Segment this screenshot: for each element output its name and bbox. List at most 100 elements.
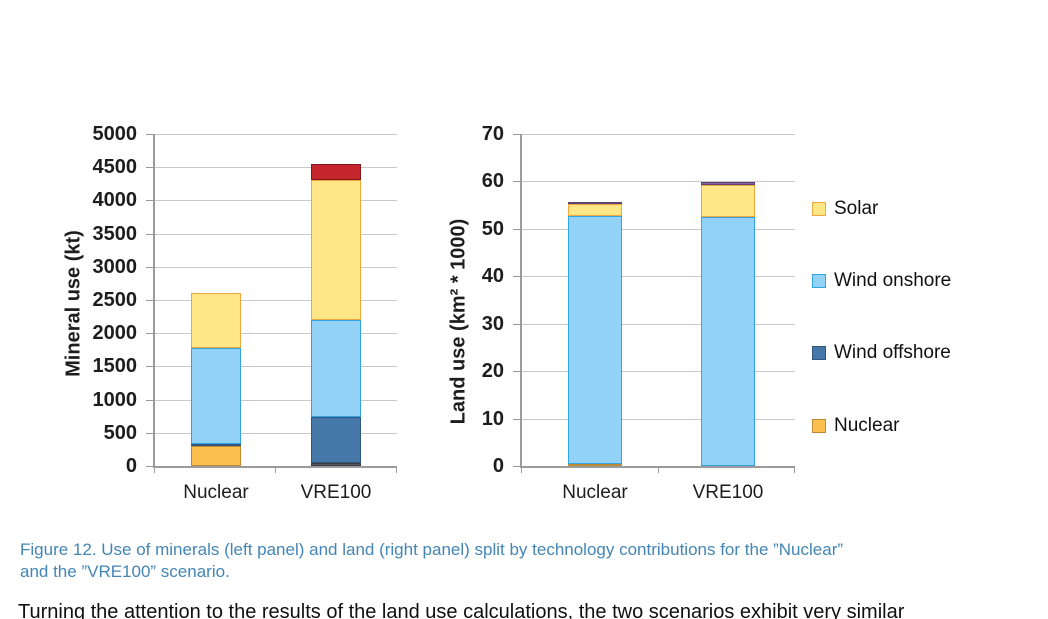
grid-line	[522, 323, 795, 325]
bar-segment-solar	[701, 185, 755, 218]
bar-segment-nuclear	[191, 446, 241, 466]
y-axis-tick	[146, 333, 154, 335]
legend-item-nuclear: Nuclear	[812, 415, 899, 437]
bar-segment-unlabeled-gray	[311, 462, 361, 466]
y-tick-label: 40	[481, 265, 504, 288]
y-axis-tick	[513, 134, 521, 135]
grid-line	[522, 371, 795, 373]
y-tick-label: 30	[481, 312, 504, 335]
grid-line	[155, 134, 397, 135]
legend-swatch	[812, 274, 826, 288]
legend-item-wind-offshore: Wind offshore	[812, 342, 951, 364]
grid-line	[155, 432, 397, 434]
bar-segment-unlabeled-red	[311, 163, 361, 180]
y-axis-tick	[146, 167, 154, 169]
y-tick-label: 0	[492, 455, 504, 477]
x-axis-tick	[794, 466, 795, 473]
bar-segment-unlabeled-purple	[568, 201, 622, 205]
y-tick-label: 500	[103, 421, 137, 444]
y-tick-label: 60	[481, 170, 504, 193]
legend-swatch	[812, 419, 826, 433]
legend-label: Wind offshore	[834, 342, 951, 363]
y-tick-label: 1000	[92, 388, 138, 411]
x-axis-tick	[154, 466, 155, 473]
y-axis-tick	[513, 418, 521, 420]
y-axis-tick	[513, 323, 521, 325]
grid-line	[522, 276, 795, 278]
stacked-bar-vre100	[311, 134, 361, 466]
legend-label: Solar	[834, 198, 879, 219]
bar-segment-solar	[311, 179, 361, 320]
bar-segment-wind-offshore	[311, 416, 361, 463]
y-axis-tick	[146, 432, 154, 434]
stacked-bar-vre100	[701, 134, 755, 466]
figure-caption-line-1: Figure 12. Use of minerals (left panel) …	[20, 540, 844, 559]
x-category-label: Nuclear	[562, 482, 628, 503]
body-paragraph: Turning the attention to the results of …	[18, 601, 905, 619]
bar-segment-wind-onshore	[191, 347, 241, 445]
legend-item-wind-onshore: Wind onshore	[812, 270, 951, 292]
bar-segment-solar	[568, 204, 622, 217]
y-axis-tick	[146, 200, 154, 202]
figure-caption-line-2: and the ”VRE100” scenario.	[20, 562, 230, 581]
legend-label: Wind onshore	[834, 270, 952, 291]
bar-segment-wind-offshore	[191, 444, 241, 447]
y-tick-label: 50	[481, 217, 504, 240]
bar-segment-wind-onshore	[701, 217, 755, 466]
grid-line	[155, 266, 397, 268]
bar-segment-wind-onshore	[568, 216, 622, 465]
y-axis-tick	[146, 266, 154, 268]
y-axis-tick	[513, 181, 521, 183]
grid-line	[155, 233, 397, 235]
y-tick-label: 5000	[92, 123, 138, 145]
bar-segment-unlabeled-purple	[701, 182, 755, 186]
y-tick-label: 2000	[92, 322, 138, 345]
figure-caption: Figure 12. Use of minerals (left panel) …	[20, 539, 843, 583]
stacked-bar-nuclear	[191, 134, 241, 466]
grid-line	[155, 366, 397, 368]
y-axis-tick	[513, 276, 521, 278]
y-tick-label: 3500	[92, 222, 138, 245]
y-axis-tick	[146, 233, 154, 235]
x-axis-tick	[275, 466, 276, 473]
y-tick-label: 20	[481, 360, 504, 383]
legend-item-solar: Solar	[812, 198, 878, 220]
y-axis-tick	[146, 466, 154, 467]
y-axis-tick	[146, 134, 154, 135]
mineral-use-chart: 5000 4500 4000 3500 3000 2500 2000 1500 1000 500 0…	[93, 124, 397, 503]
y-tick-label: 4000	[92, 189, 138, 212]
bar-segment-solar	[191, 293, 241, 348]
y-tick-label: 0	[125, 455, 137, 477]
y-axis-tick	[513, 466, 521, 467]
grid-line	[522, 418, 795, 420]
grid-line	[155, 300, 397, 301]
grid-line	[155, 399, 397, 401]
x-category-label: VRE100	[300, 482, 372, 503]
y-axis-tick	[513, 371, 521, 373]
y-tick-label: 3000	[92, 255, 138, 278]
x-axis-tick	[396, 466, 397, 473]
y-axis-tick	[146, 399, 154, 401]
y-tick-label: 2500	[92, 289, 138, 311]
grid-line	[522, 134, 795, 135]
y-tick-label: 70	[481, 123, 504, 145]
land-use-chart: 70 60 50 40 30 20 10 0 Nuclear VRE100	[482, 124, 795, 503]
y-tick-label: 10	[481, 407, 504, 430]
y-axis-tick	[146, 300, 154, 301]
x-category-label: Nuclear	[183, 482, 249, 503]
stacked-bar-nuclear	[568, 134, 622, 466]
legend-swatch	[812, 202, 826, 216]
y-tick-label: 4500	[92, 156, 138, 179]
y-tick-label: 1500	[92, 355, 138, 378]
legend-swatch	[812, 346, 826, 360]
grid-line	[155, 333, 397, 335]
grid-line	[522, 181, 795, 183]
legend-label: Nuclear	[834, 415, 900, 436]
x-axis-tick	[521, 466, 522, 473]
grid-line	[155, 167, 397, 169]
y-axis-tick	[513, 228, 521, 230]
grid-line	[522, 228, 795, 230]
bar-segment-wind-onshore	[311, 319, 361, 417]
bar-segment-nuclear	[568, 464, 622, 466]
y-axis-tick	[146, 366, 154, 368]
